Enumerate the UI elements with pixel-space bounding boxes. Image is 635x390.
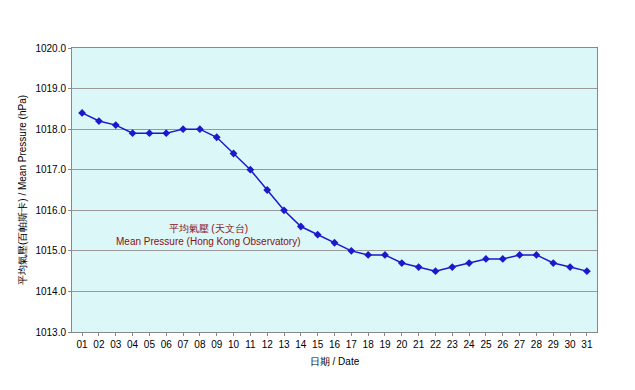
- svg-text:17: 17: [346, 339, 358, 350]
- svg-text:1016.0: 1016.0: [35, 205, 66, 216]
- svg-text:24: 24: [464, 339, 476, 350]
- svg-text:1013.0: 1013.0: [35, 327, 66, 338]
- svg-text:29: 29: [548, 339, 560, 350]
- svg-text:27: 27: [514, 339, 526, 350]
- svg-text:31: 31: [581, 339, 593, 350]
- svg-text:1017.0: 1017.0: [35, 164, 66, 175]
- svg-text:01: 01: [77, 339, 89, 350]
- svg-text:25: 25: [480, 339, 492, 350]
- svg-text:1015.0: 1015.0: [35, 245, 66, 256]
- svg-text:21: 21: [413, 339, 425, 350]
- svg-text:19: 19: [379, 339, 391, 350]
- svg-text:04: 04: [127, 339, 139, 350]
- svg-text:1018.0: 1018.0: [35, 124, 66, 135]
- svg-text:平均氣壓 (天文台)Mean Pressure (Hong: 平均氣壓 (天文台)Mean Pressure (Hong Kong Obser…: [116, 223, 301, 247]
- svg-text:15: 15: [312, 339, 324, 350]
- svg-text:02: 02: [93, 339, 105, 350]
- svg-text:12: 12: [262, 339, 274, 350]
- svg-text:20: 20: [396, 339, 408, 350]
- svg-text:18: 18: [363, 339, 375, 350]
- svg-text:05: 05: [144, 339, 156, 350]
- svg-text:30: 30: [565, 339, 577, 350]
- svg-text:14: 14: [295, 339, 307, 350]
- svg-text:1014.0: 1014.0: [35, 286, 66, 297]
- svg-text:08: 08: [194, 339, 206, 350]
- svg-text:26: 26: [497, 339, 509, 350]
- svg-text:28: 28: [531, 339, 543, 350]
- svg-text:11: 11: [245, 339, 256, 350]
- svg-text:09: 09: [211, 339, 223, 350]
- svg-text:10: 10: [228, 339, 240, 350]
- svg-text:07: 07: [177, 339, 189, 350]
- svg-text:23: 23: [447, 339, 459, 350]
- svg-text:03: 03: [110, 339, 122, 350]
- svg-text:06: 06: [161, 339, 173, 350]
- svg-text:1020.0: 1020.0: [35, 43, 66, 54]
- svg-text:1019.0: 1019.0: [35, 83, 66, 94]
- svg-text:日期 / Date: 日期 / Date: [310, 356, 360, 367]
- svg-text:16: 16: [329, 339, 341, 350]
- svg-text:22: 22: [430, 339, 442, 350]
- svg-text:平均氣壓(百帕斯卡) / Mean Pressure (hP: 平均氣壓(百帕斯卡) / Mean Pressure (hPa): [17, 95, 28, 285]
- svg-text:13: 13: [278, 339, 290, 350]
